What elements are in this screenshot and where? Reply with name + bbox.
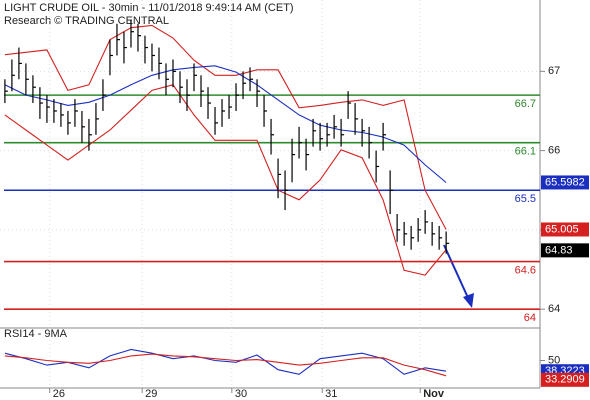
x-tick-label: 29 [145, 388, 157, 400]
chart-subtitle: Research © TRADING CENTRAL [4, 15, 169, 27]
value-box [541, 372, 589, 387]
arrow-head [463, 293, 474, 308]
indicator-line [4, 24, 447, 230]
value-box [541, 243, 589, 258]
x-tick-label: 31 [325, 388, 337, 400]
indicator-line [4, 65, 447, 183]
level-label: 66.7 [515, 98, 536, 110]
y-tick-label: 66 [548, 145, 560, 157]
value-box [541, 222, 589, 237]
value-box-label: 65.5982 [545, 176, 585, 188]
value-box-label: 33.2909 [545, 374, 585, 386]
rsi-line [4, 348, 447, 375]
x-tick-label: 30 [235, 388, 247, 400]
value-box-label: 65.005 [545, 223, 579, 235]
level-label: 64 [524, 312, 536, 324]
rsi-line [4, 353, 447, 377]
y-tick-label: 67 [548, 65, 560, 77]
rsi-y-tick-label: 50 [548, 354, 560, 366]
level-label: 64.6 [515, 264, 536, 276]
level-label: 66.1 [515, 146, 536, 158]
x-tick-label: 26 [53, 388, 65, 400]
indicator-line [4, 84, 447, 276]
value-box [541, 175, 589, 190]
value-box-label: 64.83 [545, 244, 573, 256]
rsi-title: RSI14 - 9MA [4, 328, 68, 340]
level-label: 65.5 [515, 193, 536, 205]
chart-title: LIGHT CRUDE OIL - 30min - 11/01/2018 9:4… [4, 2, 294, 14]
x-tick-label: Nov [423, 388, 445, 400]
forecast-arrow [443, 244, 470, 301]
y-tick-label: 64 [548, 303, 560, 315]
